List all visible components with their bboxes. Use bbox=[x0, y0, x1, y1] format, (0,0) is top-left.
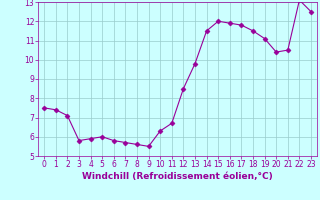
X-axis label: Windchill (Refroidissement éolien,°C): Windchill (Refroidissement éolien,°C) bbox=[82, 172, 273, 181]
